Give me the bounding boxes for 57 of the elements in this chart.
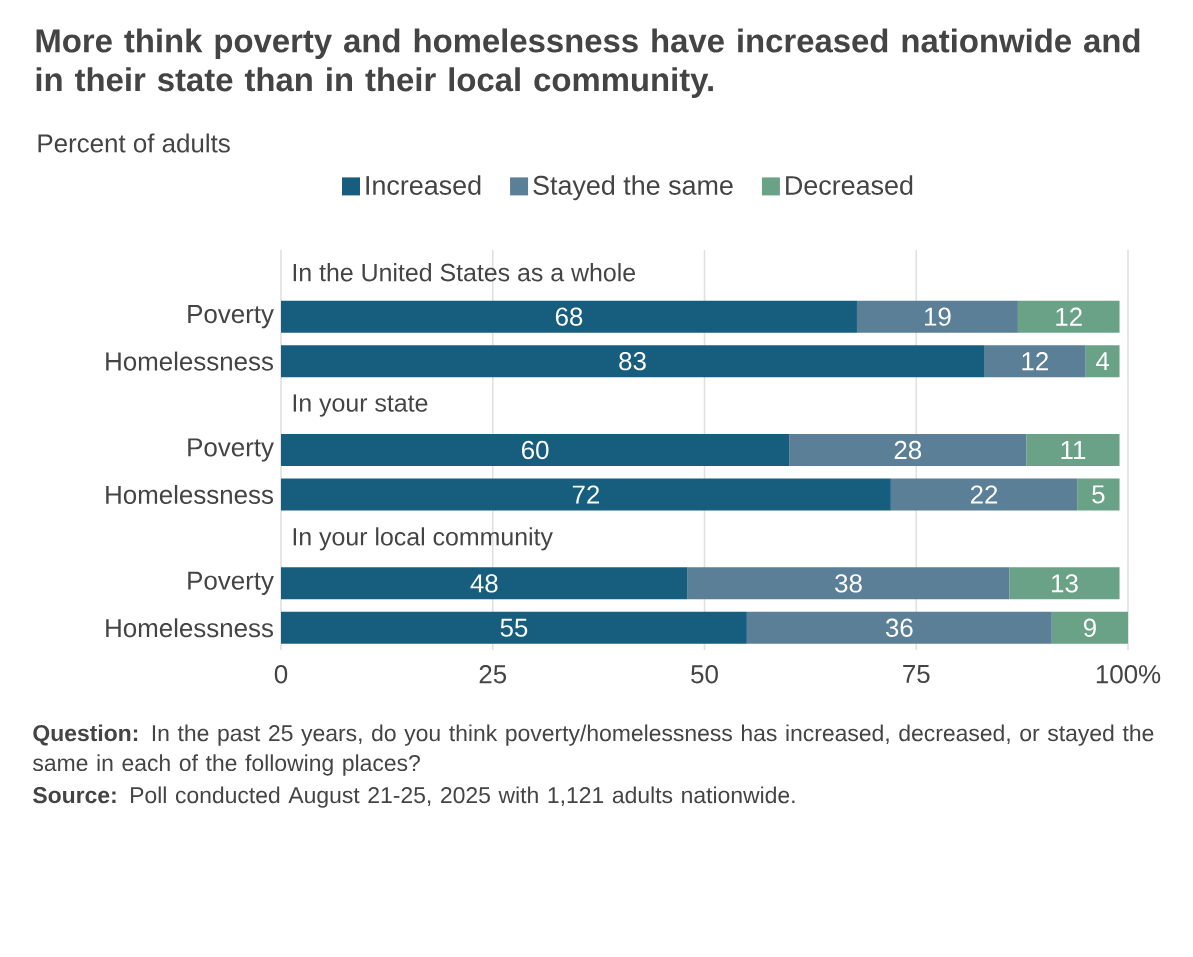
data-label: 9	[1083, 618, 1096, 637]
data-label: 12	[1022, 352, 1048, 371]
bar	[1017, 300, 1120, 333]
bar	[984, 345, 1086, 378]
text: Question: In the past 25 years, do you think poverty/homelessness has increased, decreased, or stayed the same in each of the following places?	[33, 724, 1154, 776]
data-label: 83	[619, 351, 646, 371]
data-label: 5	[1092, 485, 1105, 504]
data-label: 36	[885, 618, 913, 637]
data-label: 60	[522, 440, 549, 460]
legend-label: Stayed the same	[533, 175, 733, 201]
bar	[1051, 611, 1129, 644]
data-label: 55	[500, 618, 528, 637]
bar	[281, 434, 790, 467]
data-label: 38	[835, 574, 862, 593]
bar	[281, 611, 747, 644]
data-label: 13	[1052, 574, 1078, 593]
text: Source: Poll conducted August 21-25, 2025 with 1,121 adults nationwide.	[33, 786, 795, 808]
x-tick-label: 0	[274, 665, 288, 684]
y-tick-label: Poverty	[188, 438, 274, 462]
x-tick-label: 25	[479, 665, 507, 684]
bar	[890, 478, 1078, 511]
data-label: 72	[572, 485, 600, 504]
bar	[746, 611, 1052, 644]
x-tick-label: 50	[691, 665, 718, 684]
bar	[1009, 567, 1120, 600]
data-label: 19	[925, 307, 951, 326]
bar	[1085, 345, 1120, 378]
data-label: 22	[970, 485, 998, 504]
y-tick-label: Poverty	[188, 305, 274, 329]
chart-subtitle: Percent of adults	[38, 133, 230, 153]
data-label: 12	[1056, 307, 1082, 326]
bar	[281, 478, 891, 511]
legend-label: Decreased	[786, 175, 913, 195]
annotation: In your local community	[293, 527, 553, 551]
y-tick-label: Homelessness	[106, 351, 274, 371]
data-label: 48	[470, 574, 498, 593]
annotation: In your state	[293, 394, 428, 417]
chart-title: More think poverty and homelessness have increased nationwide and in their state than in their local community.	[36, 28, 1140, 98]
data-label: 4	[1095, 352, 1110, 371]
data-label: 28	[894, 440, 922, 460]
annotation: In the United States as a whole	[293, 263, 636, 282]
x-tick-label: 100%	[1096, 665, 1161, 684]
bar	[1026, 434, 1120, 467]
bar	[281, 300, 857, 333]
data-label: 68	[555, 307, 583, 326]
data-label: 11	[1061, 441, 1086, 459]
bar	[1077, 478, 1120, 511]
bar	[281, 345, 985, 378]
y-tick-label: Poverty	[188, 571, 274, 595]
bar	[281, 567, 688, 600]
bar	[687, 567, 1010, 600]
bar	[789, 434, 1027, 467]
x-tick-label: 75	[903, 665, 930, 684]
legend-label: Increased	[366, 175, 481, 195]
y-tick-label: Homelessness	[106, 618, 274, 638]
y-tick-label: Homelessness	[106, 484, 274, 504]
bar	[856, 300, 1018, 333]
